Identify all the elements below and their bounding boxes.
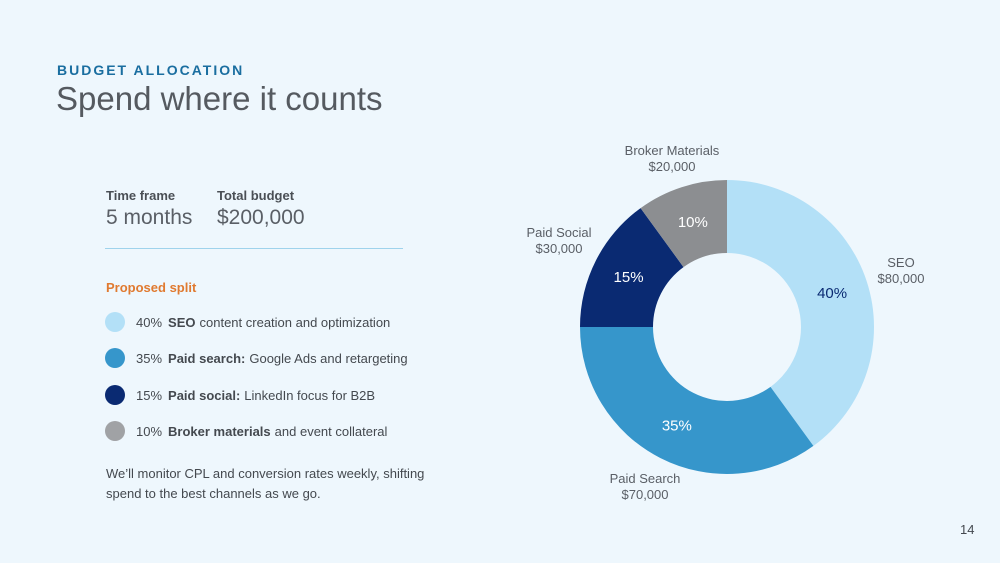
slice-pct-label: 35% [662,417,692,434]
legend-dot [105,312,125,332]
legend-name: Paid search: [168,350,246,366]
timeframe-block: Time frame 5 months [106,188,192,230]
slice-name-label: Paid Search [610,471,681,486]
legend-name: Broker materials [168,423,271,439]
legend-dot [105,421,125,441]
legend-dot [105,385,125,405]
budget-block: Total budget $200,000 [217,188,305,230]
legend-desc: LinkedIn focus for B2B [244,387,376,403]
legend-desc: and event collateral [274,423,388,439]
slice-pct-label: 10% [678,214,708,231]
slice-amount-label: $30,000 [536,241,583,256]
legend-pct: 10% [136,423,163,439]
page-title: Spend where it counts [56,80,383,117]
legend-item-broker-materials: 10% Broker materials and event collatera… [105,421,387,441]
slice-amount-label: $80,000 [878,271,925,286]
legend-desc: Google Ads and retargeting [249,350,408,366]
split-title: Proposed split [106,280,197,295]
legend-item-seo: 40% SEO content creation and optimizatio… [105,312,390,332]
slice-pct-label: 40% [817,285,847,302]
donut-slice-seo [727,180,874,446]
legend-name: SEO [168,314,196,330]
timeframe-value: 5 months [106,206,193,229]
budget-label: Total budget [217,188,295,203]
legend-dot [105,348,125,368]
divider [105,248,403,249]
slice-pct-label: 15% [614,269,644,286]
monitoring-note: We’ll monitor CPL and conversion rates w… [106,466,425,501]
legend-pct: 40% [136,314,163,330]
legend-pct: 15% [136,387,163,403]
legend-item-paid-social: 15% Paid social: LinkedIn focus for B2B [105,385,375,405]
legend-item-paid-search: 35% Paid search: Google Ads and retarget… [105,348,408,368]
legend-pct: 35% [136,350,163,366]
donut-slice-paid-search [580,327,814,474]
slice-name-label: SEO [887,255,914,270]
timeframe-label: Time frame [106,188,176,203]
slice-amount-label: $20,000 [649,159,696,174]
slice-name-label: Paid Social [526,225,591,240]
donut-slice-broker-materials [640,180,727,268]
page-number: 14 [960,522,975,537]
eyebrow-label: BUDGET ALLOCATION [57,62,245,78]
slice-amount-label: $70,000 [622,487,669,502]
legend-desc: content creation and optimization [199,314,391,330]
legend-name: Paid social: [168,387,241,403]
slice-name-label: Broker Materials [625,143,720,158]
donut-slice-paid-social [580,208,684,327]
budget-value: $200,000 [217,206,305,229]
